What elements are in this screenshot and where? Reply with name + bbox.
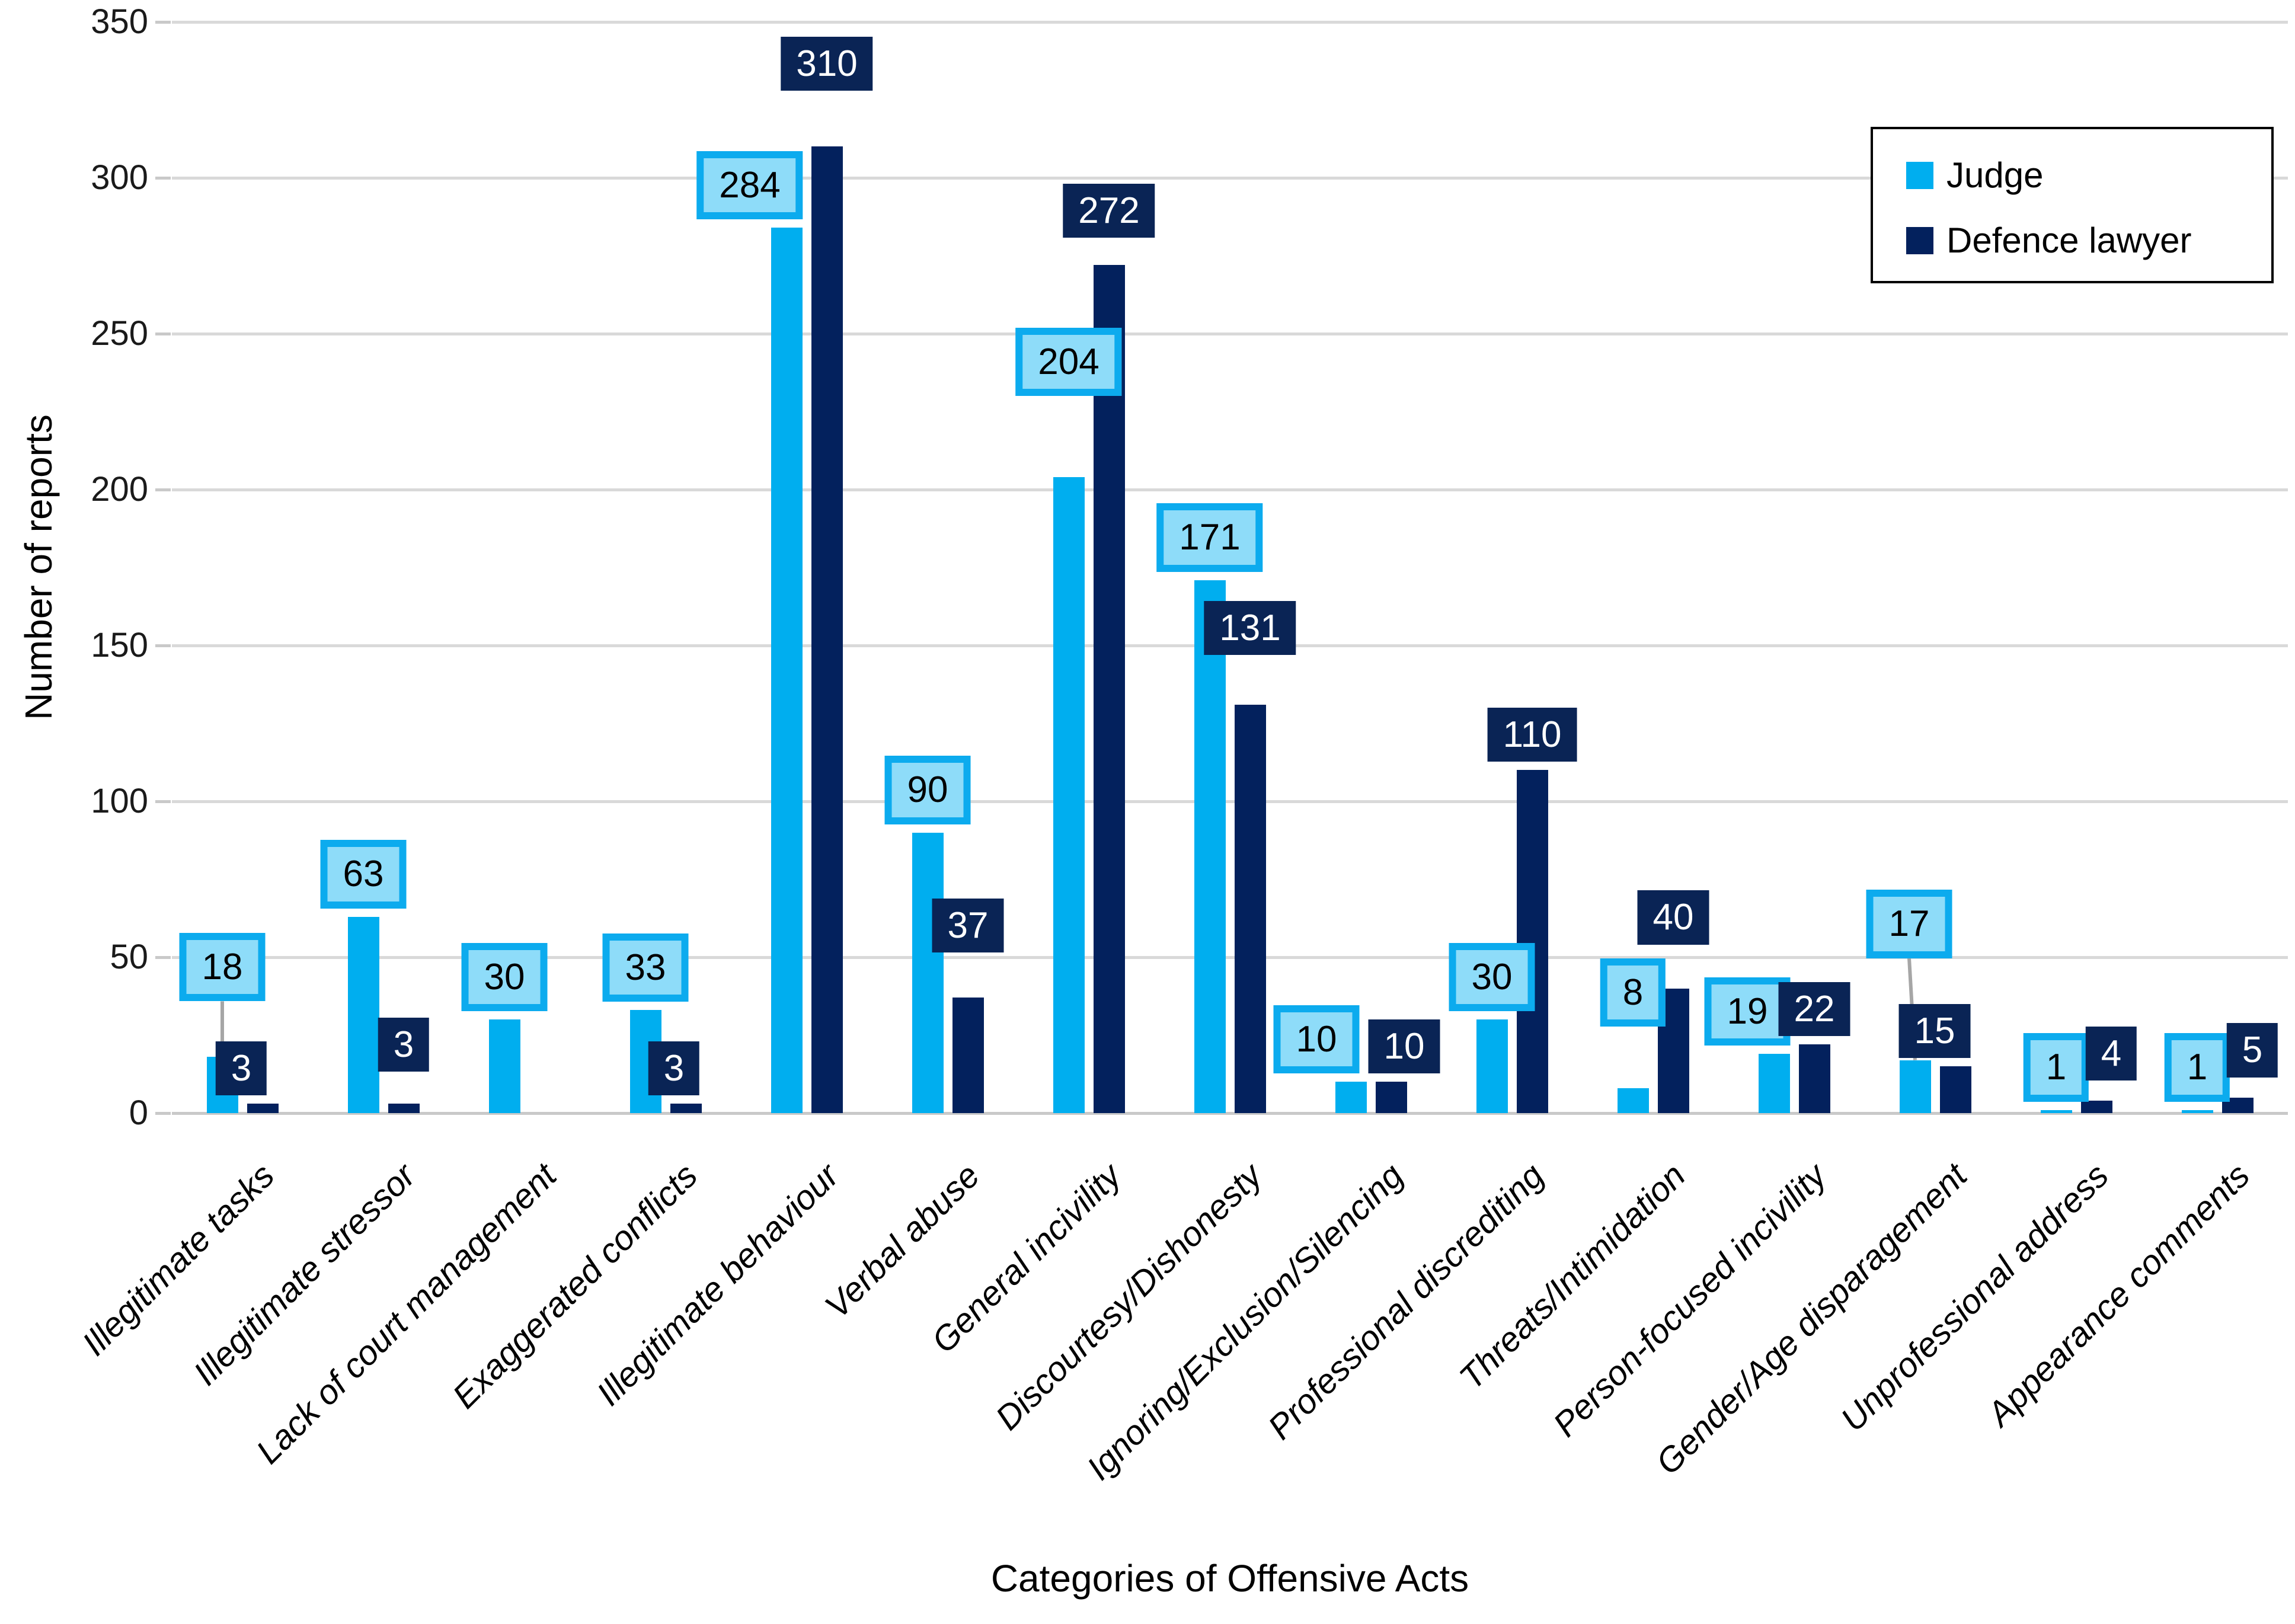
defence-lawyer-bar-label: 131 — [1204, 600, 1296, 655]
y-tick-label: 300 — [91, 158, 148, 197]
judge-bar — [2040, 1110, 2072, 1113]
y-tick-mark — [155, 644, 171, 647]
y-tick-label: 50 — [110, 938, 148, 976]
defence-lawyer-bar-label: 10 — [1368, 1019, 1440, 1074]
judge-bar-label: 1 — [2023, 1033, 2089, 1102]
x-category-label: Unprofessional address — [1833, 1156, 2116, 1439]
gridline — [172, 956, 2288, 959]
defence-lawyer-bar-label: 22 — [1778, 982, 1850, 1037]
judge-bar — [1335, 1082, 1367, 1113]
judge-bar-label: 30 — [461, 942, 548, 1012]
judge-bar-label: 171 — [1156, 503, 1263, 572]
judge-bar — [2181, 1110, 2213, 1113]
gridline — [172, 177, 2288, 180]
judge-bar-label: 1 — [2164, 1033, 2230, 1102]
y-tick-mark — [155, 1112, 171, 1115]
legend: Judge Defence lawyer — [1871, 127, 2274, 283]
defence-lawyer-bar — [811, 146, 843, 1113]
defence-lawyer-bar-label: 110 — [1487, 708, 1577, 762]
judge-bar — [1194, 580, 1226, 1113]
judge-bar-label: 90 — [884, 756, 971, 824]
x-category-label: Person-focused incivility — [1545, 1156, 1834, 1444]
defence-lawyer-bar-label: 15 — [1898, 1003, 1971, 1059]
defence-lawyer-bar-label: 37 — [932, 899, 1004, 953]
judge-bar — [1053, 477, 1085, 1113]
judge-bar — [771, 228, 803, 1113]
y-tick-label: 100 — [91, 782, 148, 820]
judge-bar-label: 30 — [1449, 942, 1535, 1012]
y-tick-mark — [155, 333, 171, 335]
x-category-label: Discourtesy/Dishonesty — [988, 1156, 1270, 1438]
y-tick-label: 350 — [91, 2, 148, 41]
gridline — [172, 21, 2288, 24]
judge-bar-label: 204 — [1015, 327, 1122, 396]
x-axis-line — [172, 1112, 2288, 1115]
judge-bar-label: 10 — [1273, 1005, 1360, 1074]
judge-bar — [1476, 1019, 1508, 1113]
judge-bar-label: 19 — [1704, 977, 1791, 1046]
y-tick-label: 250 — [91, 314, 148, 353]
defence-lawyer-bar — [1516, 770, 1548, 1113]
defence-lawyer-bar-label: 40 — [1637, 890, 1709, 945]
defence-lawyer-bar — [2080, 1100, 2112, 1113]
defence-lawyer-bar — [1798, 1044, 1830, 1113]
judge-bar — [1758, 1054, 1790, 1113]
defence-lawyer-bar-label: 3 — [378, 1017, 430, 1072]
y-tick-mark — [155, 956, 171, 959]
x-category-label: Professional discrediting — [1261, 1156, 1552, 1447]
judge-bar-label: 8 — [1600, 958, 1666, 1027]
judge-bar — [488, 1019, 520, 1113]
defence-lawyer-bar-label: 272 — [1063, 183, 1155, 238]
y-tick-mark — [155, 177, 171, 180]
legend-label-judge: Judge — [1946, 155, 2044, 195]
x-category-label: Exaggerated conflicts — [445, 1156, 705, 1416]
defence-lawyer-bar — [1234, 704, 1266, 1113]
judge-bar — [347, 916, 379, 1113]
y-tick-label: 150 — [91, 626, 148, 664]
defence-lawyer-bar-label: 3 — [215, 1041, 267, 1096]
judge-bar — [1617, 1088, 1649, 1113]
y-tick-label: 0 — [129, 1094, 148, 1132]
defence-lawyer-bar — [1375, 1082, 1407, 1113]
judge-bar — [1899, 1060, 1931, 1113]
judge-bar-label: 284 — [696, 151, 803, 220]
y-tick-mark — [155, 800, 171, 803]
legend-item-defence-lawyer: Defence lawyer — [1906, 223, 2192, 258]
legend-item-judge: Judge — [1906, 158, 2043, 193]
defence-lawyer-bar-label: 3 — [648, 1041, 700, 1096]
y-axis-title: Number of reports — [17, 414, 60, 720]
defence-lawyer-bar — [1093, 265, 1125, 1113]
gridline — [172, 800, 2288, 803]
legend-swatch-defence-lawyer — [1906, 227, 1933, 254]
defence-lawyer-bar — [388, 1104, 420, 1113]
judge-bar — [912, 832, 944, 1113]
defence-lawyer-bar-label: 5 — [2226, 1023, 2278, 1078]
x-category-label: Appearance comments — [1979, 1156, 2257, 1434]
legend-label-defence-lawyer: Defence lawyer — [1946, 220, 2192, 260]
y-tick-mark — [155, 488, 171, 491]
x-axis-title: Categories of Offensive Acts — [990, 1557, 1469, 1600]
defence-lawyer-bar — [670, 1104, 702, 1113]
judge-bar-label: 18 — [179, 933, 266, 1002]
defence-lawyer-bar-label: 310 — [781, 37, 873, 91]
defence-lawyer-bar — [952, 998, 984, 1113]
judge-bar-label: 33 — [602, 934, 689, 1002]
defence-lawyer-bar-label: 4 — [2085, 1026, 2137, 1080]
x-category-label: Illegitimate behaviour — [589, 1156, 846, 1414]
defence-lawyer-bar — [1939, 1066, 1971, 1113]
defence-lawyer-bar — [247, 1104, 279, 1113]
y-tick-label: 200 — [91, 470, 148, 509]
gridline — [172, 488, 2288, 491]
y-tick-mark — [155, 21, 171, 24]
judge-bar-label: 63 — [320, 840, 407, 909]
legend-swatch-judge — [1906, 162, 1933, 189]
judge-bar-label: 17 — [1866, 890, 1952, 958]
x-category-label: Lack of court management — [249, 1156, 564, 1472]
gridline — [172, 333, 2288, 335]
